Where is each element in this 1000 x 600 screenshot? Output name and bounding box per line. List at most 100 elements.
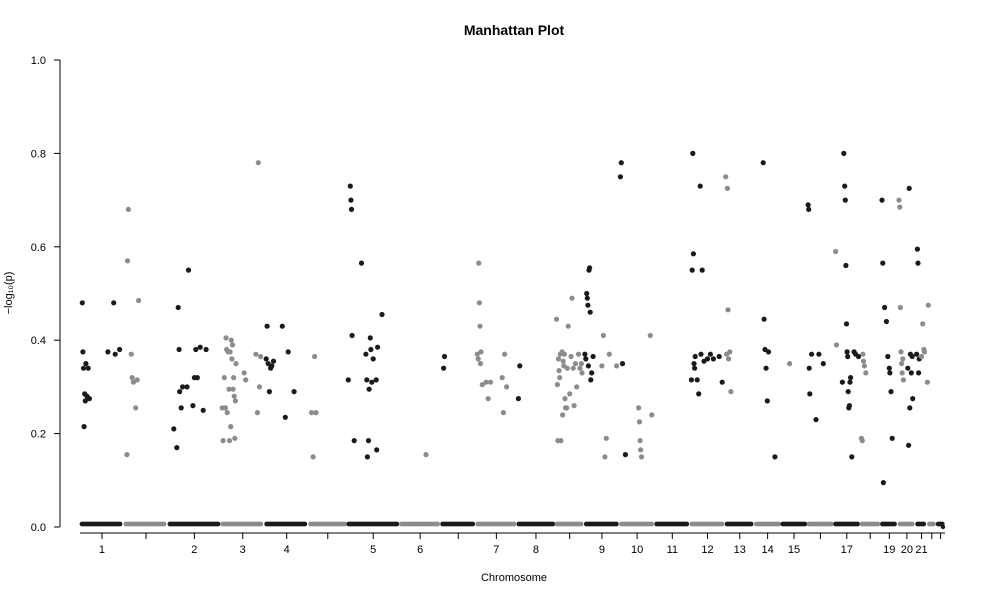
- data-point: [589, 370, 595, 376]
- data-point: [477, 323, 483, 329]
- x-tick-label: 1: [99, 544, 105, 556]
- y-tick-label: 0.2: [31, 429, 46, 441]
- data-point: [85, 365, 91, 371]
- data-point: [846, 403, 853, 409]
- data-point: [887, 370, 893, 376]
- data-point: [291, 389, 297, 395]
- data-point: [859, 438, 865, 444]
- data-point: [583, 356, 589, 362]
- data-point: [279, 323, 285, 329]
- data-point: [704, 356, 711, 362]
- data-point: [924, 379, 931, 385]
- data-point: [561, 351, 568, 357]
- x-axis-label: Chromosome: [481, 572, 547, 584]
- data-point: [487, 379, 494, 385]
- data-point: [915, 260, 921, 266]
- data-point: [638, 454, 645, 460]
- data-point: [128, 351, 134, 357]
- data-point: [223, 335, 229, 341]
- data-point: [565, 323, 571, 329]
- x-tick-label: 7: [493, 544, 499, 556]
- data-point: [136, 297, 142, 304]
- data-point: [880, 260, 886, 266]
- data-point: [175, 304, 181, 311]
- data-point: [839, 379, 846, 385]
- data-point: [222, 405, 228, 411]
- data-point: [263, 356, 269, 362]
- data-point: [855, 353, 862, 360]
- data-point: [485, 396, 491, 402]
- data-point: [614, 363, 620, 369]
- baseline-point: [828, 521, 834, 527]
- x-tick-label: 10: [631, 544, 643, 556]
- baseline-point: [719, 521, 725, 527]
- data-point: [285, 349, 291, 355]
- data-point: [590, 353, 596, 360]
- data-point: [231, 375, 237, 381]
- baseline-point: [435, 521, 441, 527]
- data-point: [575, 351, 582, 357]
- x-tick-label: 14: [761, 544, 773, 556]
- data-point: [603, 435, 609, 441]
- baseline-point: [940, 524, 946, 530]
- data-point: [348, 206, 355, 212]
- x-tick-label: 20: [901, 544, 913, 556]
- data-point: [861, 363, 868, 369]
- data-point: [500, 410, 506, 416]
- data-point: [885, 353, 891, 360]
- data-point: [848, 375, 854, 381]
- data-point: [228, 424, 234, 430]
- data-point: [898, 349, 904, 355]
- data-point: [860, 351, 866, 357]
- data-point: [842, 197, 848, 203]
- data-point: [888, 389, 894, 395]
- data-point: [231, 393, 237, 399]
- baseline-point: [909, 521, 915, 527]
- data-point: [180, 384, 186, 390]
- baseline-point: [258, 521, 264, 527]
- data-point: [574, 384, 580, 390]
- data-point: [897, 304, 904, 311]
- data-point: [907, 405, 913, 411]
- x-tick-label: 9: [599, 544, 605, 556]
- data-point: [310, 454, 316, 460]
- data-point: [636, 419, 643, 425]
- data-point: [726, 356, 732, 362]
- data-point: [226, 438, 233, 444]
- data-point: [477, 361, 484, 367]
- data-point: [184, 384, 190, 390]
- data-point: [221, 375, 227, 381]
- y-tick-label: 0.4: [31, 335, 46, 347]
- data-point: [843, 321, 850, 327]
- baseline-point: [613, 521, 619, 527]
- y-axis: 0.0 0.2 0.4 0.6 0.8 1.0: [31, 55, 61, 534]
- data-point: [349, 332, 355, 339]
- data-point: [226, 386, 232, 392]
- data-point: [374, 447, 380, 453]
- data-point: [571, 403, 577, 409]
- data-point: [133, 405, 139, 411]
- data-point: [178, 405, 184, 411]
- data-point: [224, 410, 230, 416]
- x-tick-label: 19: [883, 544, 895, 556]
- data-point: [370, 356, 376, 362]
- baseline-point: [511, 521, 517, 527]
- data-point: [80, 365, 87, 371]
- data-point: [373, 377, 379, 383]
- data-point: [270, 358, 277, 364]
- data-point: [379, 311, 385, 318]
- baseline-point: [776, 521, 781, 527]
- data-point: [879, 197, 885, 203]
- data-point: [177, 389, 183, 395]
- data-point: [553, 316, 560, 322]
- data-point: [423, 452, 429, 458]
- data-point: [504, 384, 510, 390]
- data-point: [587, 309, 593, 315]
- baseline-point: [470, 521, 476, 527]
- data-point: [889, 435, 895, 441]
- data-point: [914, 246, 921, 252]
- data-point: [309, 410, 315, 416]
- data-point: [476, 260, 482, 266]
- data-point: [562, 396, 568, 402]
